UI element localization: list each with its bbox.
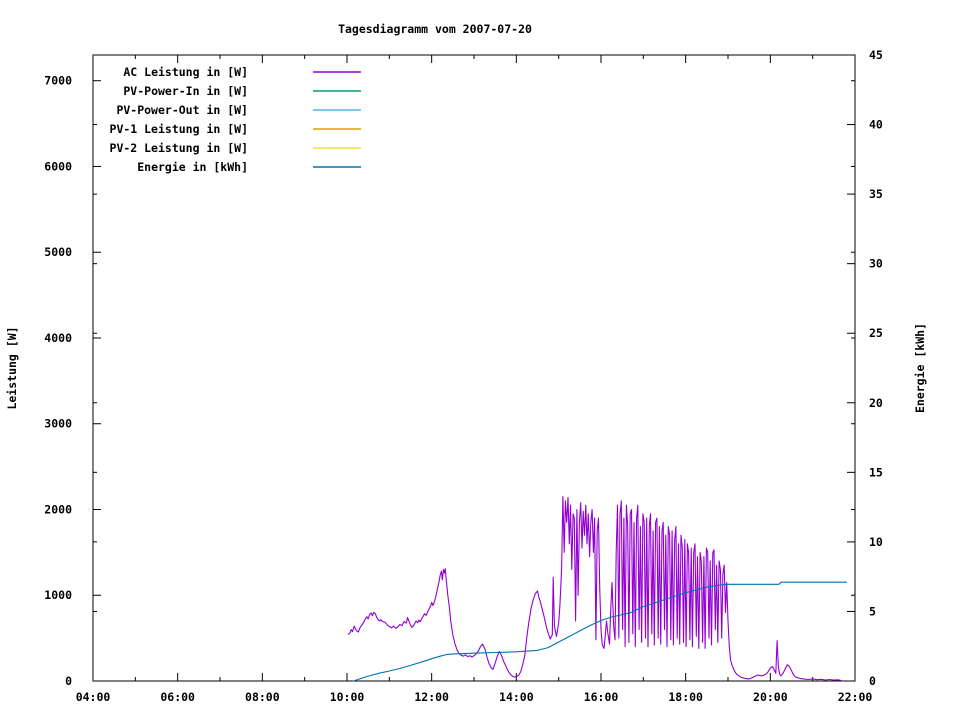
x-tick-label: 22:00	[838, 690, 873, 704]
x-tick-label: 06:00	[160, 690, 195, 704]
y-left-tick-label: 7000	[44, 74, 72, 88]
y-right-axis-title: Energie [kWh]	[913, 323, 927, 413]
axis-tick-labels: 04:00 06:00 08:00 10:00 12:00 14:00 16:00 18:00…	[44, 48, 883, 704]
y-right-tick-label: 10	[869, 535, 883, 549]
x-tick-label: 14:00	[499, 690, 534, 704]
legend-label-pv-power-out: PV-Power-Out in [W]	[116, 103, 248, 117]
x-tick-label: 12:00	[414, 690, 449, 704]
y-right-tick-label: 5	[869, 604, 876, 618]
series-line-ac-leistung	[347, 496, 843, 682]
x-tick-label: 18:00	[668, 690, 703, 704]
y-right-tick-label: 20	[869, 396, 883, 410]
y-right-tick-label: 25	[869, 326, 883, 340]
legend-label-pv2-leistung: PV-2 Leistung in [W]	[110, 141, 248, 155]
y-right-tick-label: 15	[869, 465, 883, 479]
y-right-tick-label: 30	[869, 257, 883, 271]
y-left-axis-title: Leistung [W]	[5, 326, 19, 409]
y-right-tick-label: 35	[869, 187, 883, 201]
x-tick-label: 16:00	[584, 690, 619, 704]
legend: AC Leistung in [W] PV-Power-In in [W] PV-P…	[110, 65, 361, 174]
series-lines	[347, 496, 848, 682]
x-tick-label: 10:00	[330, 690, 365, 704]
legend-label-energie: Energie in [kWh]	[137, 160, 248, 174]
legend-label-pv-power-in: PV-Power-In in [W]	[123, 84, 248, 98]
x-tick-label: 04:00	[76, 690, 111, 704]
legend-label-pv1-leistung: PV-1 Leistung in [W]	[110, 122, 248, 136]
y-left-tick-label: 1000	[44, 588, 72, 602]
legend-label-ac-leistung: AC Leistung in [W]	[123, 65, 248, 79]
y-left-tick-label: 3000	[44, 417, 72, 431]
y-right-tick-label: 45	[869, 48, 883, 62]
y-right-tick-label: 40	[869, 118, 883, 132]
y-left-tick-label: 5000	[44, 245, 72, 259]
series-line-energie	[352, 581, 848, 682]
y-left-tick-label: 6000	[44, 159, 72, 173]
y-left-tick-label: 2000	[44, 502, 72, 516]
y-left-tick-label: 0	[65, 674, 72, 688]
chart-title: Tagesdiagramm vom 2007-07-20	[338, 22, 532, 36]
y-right-tick-label: 0	[869, 674, 876, 688]
x-tick-label: 20:00	[753, 690, 788, 704]
y-left-tick-label: 4000	[44, 331, 72, 345]
x-tick-label: 08:00	[245, 690, 280, 704]
